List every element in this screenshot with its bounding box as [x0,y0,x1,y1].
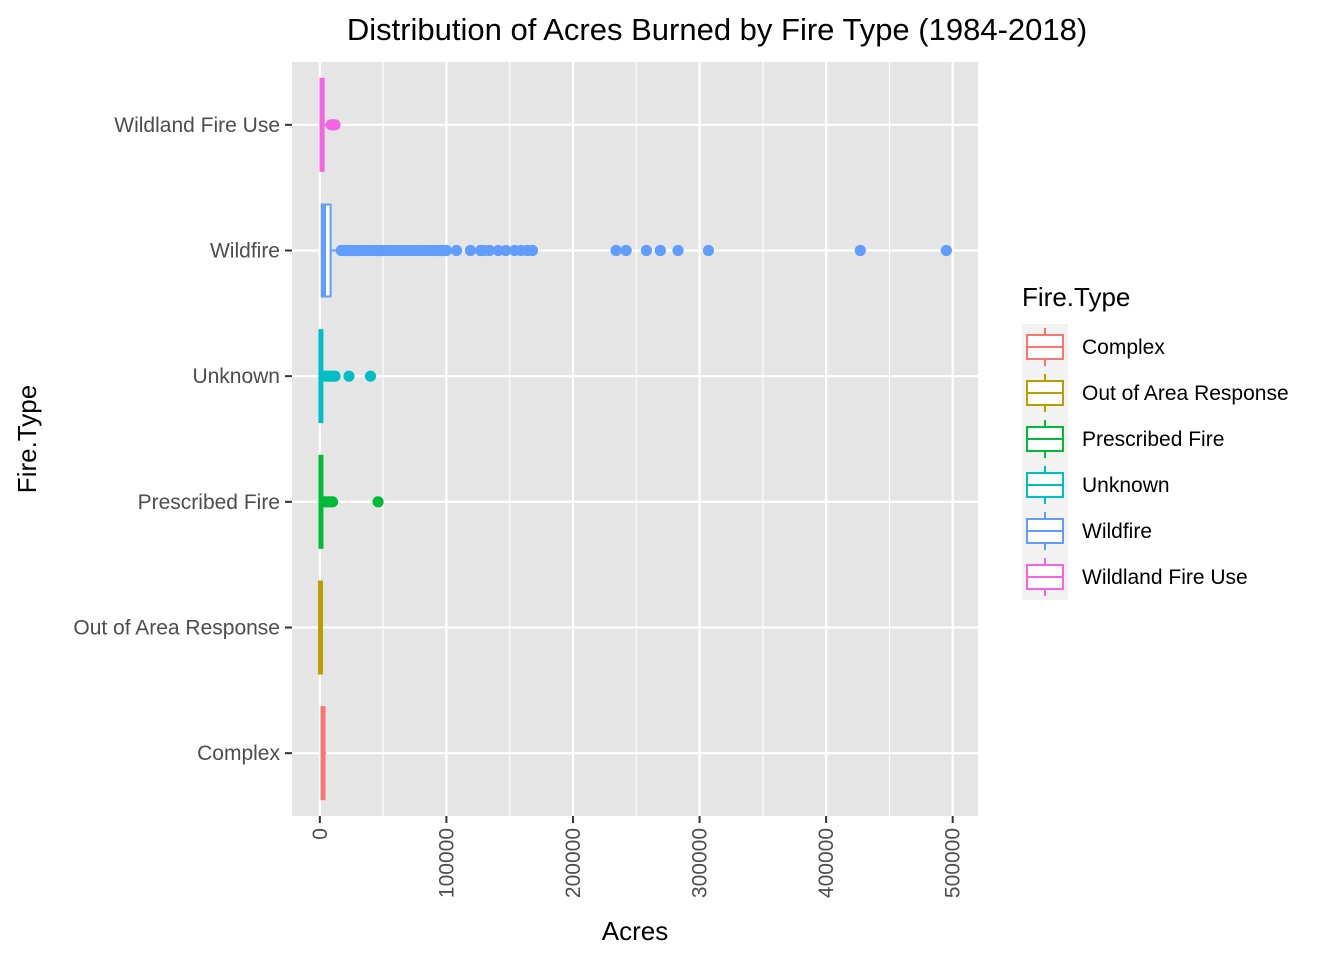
x-axis-title: Acres [602,916,668,946]
outlier-point [329,370,341,382]
outlier-point [940,244,952,257]
plot-panel [292,62,978,816]
legend-item-out-of-area-response: Out of Area Response [1026,374,1289,412]
legend-key-background [1022,324,1068,600]
boxplot-wildfire [320,203,952,298]
legend-item-complex: Complex [1026,328,1165,366]
outlier-point [326,496,339,508]
legend-label: Complex [1082,336,1165,359]
outlier-point [500,244,512,257]
x-tick-label: 100000 [435,828,458,898]
outlier-point [343,370,355,382]
legend-label: Unknown [1082,474,1170,497]
boxplot-wildland-fire-use [319,77,341,172]
x-tick-label: 0 [309,828,332,840]
x-tick-label: 400000 [815,828,838,898]
legend-items: Complex Out of Area Response Prescribed Fi… [1022,324,1289,600]
legend-title: Fire.Type [1022,282,1130,312]
y-tick-label: Out of Area Response [73,617,280,640]
y-tick-label: Wildfire [210,240,280,263]
x-axis: 0 100000 200000 300000 400000 500000 [309,816,965,898]
legend-item-wildland-fire-use: Wildland Fire Use [1026,558,1248,596]
outlier-point [526,244,539,257]
legend-item-prescribed-fire: Prescribed Fire [1026,420,1224,458]
y-tick-label: Unknown [192,365,280,388]
boxplot-complex [320,706,327,801]
boxplot-prescribed-fire [318,454,384,549]
legend-item-wildfire: Wildfire [1026,512,1152,550]
outlier-point [610,244,622,257]
grid-major [292,62,978,816]
y-tick-label: Complex [197,742,280,765]
outlier-point [483,244,496,257]
outlier-point [854,244,866,257]
grid-minor [382,62,890,816]
outlier-point [364,370,377,382]
outlier-point [329,119,341,131]
chart-title: Distribution of Acres Burned by Fire Typ… [347,12,1087,47]
boxplots [318,77,952,801]
y-tick-label: Wildland Fire Use [114,114,280,137]
outlier-point [620,244,632,257]
outlier-point [450,244,463,257]
legend-item-unknown: Unknown [1026,466,1170,504]
legend-label: Wildland Fire Use [1082,566,1248,589]
boxplot-unknown [318,329,377,424]
y-axis: Complex Out of Area Response Prescribed Fi… [73,114,292,765]
outlier-point [464,244,477,257]
boxplot-out-of-area-response [318,580,324,675]
legend-label: Out of Area Response [1082,382,1289,405]
panel-background [292,62,978,816]
outlier-point [702,244,715,257]
legend: Fire.Type Complex Out of Area Response Pre… [1022,282,1289,600]
legend-label: Wildfire [1082,520,1152,543]
outlier-point [640,244,652,257]
x-tick-label: 200000 [562,828,585,898]
y-tick-label: Prescribed Fire [138,491,280,514]
outlier-point [654,244,666,257]
outlier-point [372,496,384,508]
x-tick-label: 500000 [942,828,965,898]
outlier-point [672,244,684,257]
x-tick-label: 300000 [689,828,712,898]
outlier-point [440,244,453,257]
box [320,203,332,298]
legend-label: Prescribed Fire [1082,428,1224,451]
y-axis-title: Fire.Type [12,385,42,493]
